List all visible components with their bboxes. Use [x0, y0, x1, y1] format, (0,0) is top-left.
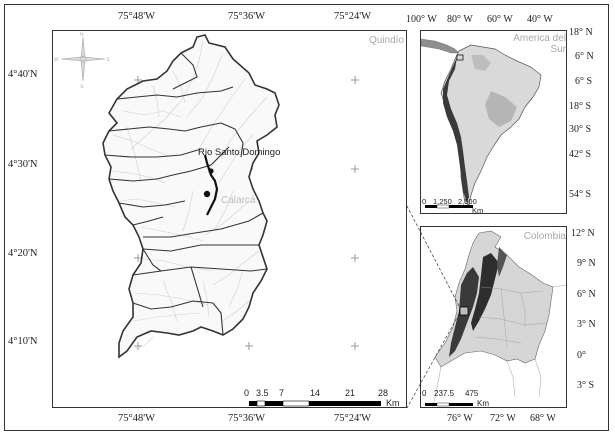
quindio-outline: [102, 34, 280, 359]
main-lat-2: 4°30'N: [8, 159, 38, 170]
sa-lon-4: 40° W: [527, 14, 553, 25]
main-lat-3: 4°20'N: [8, 248, 38, 259]
town-label: Calarcá: [221, 195, 256, 206]
sa-lat-6: 42° S: [569, 149, 592, 160]
sa-lat-3: 6° S: [575, 76, 593, 87]
compass-w-label: W: [54, 58, 59, 63]
south-america-inset-panel: [420, 30, 567, 214]
sa-lat-7: 54° S: [569, 189, 592, 200]
sa-lon-2: 80° W: [447, 14, 473, 25]
sa-scale-tick-2: 2,500: [458, 197, 477, 206]
main-map-panel: N S E W: [52, 30, 407, 408]
col-lat-3: 6° N: [577, 289, 596, 300]
main-top-lon-1: 75°48'W: [118, 11, 156, 22]
main-scale-tick-1: 3.5: [256, 388, 269, 398]
main-top-lon-3: 75°24'W: [334, 11, 372, 22]
sa-inset-title: America del Sur: [498, 33, 566, 55]
main-bottom-lon-3: 75°24'W: [334, 413, 372, 424]
col-scale-tick-2: 475: [465, 389, 479, 398]
guiana-highlands: [471, 55, 491, 71]
main-scale-unit: Km: [386, 398, 400, 408]
andes-mountains: [443, 57, 469, 203]
compass-n-label: N: [80, 33, 84, 38]
eastern-cordillera: [497, 247, 507, 277]
sa-lat-2: 6° N: [575, 51, 594, 62]
river-label: Rio Santo Domingo: [198, 147, 281, 158]
compass-e-label: E: [107, 58, 110, 63]
col-lat-1: 12° N: [571, 228, 595, 239]
main-scale-bar: [249, 400, 381, 407]
colombia-location-box: [456, 54, 464, 61]
colombia-inset-title: Colombia: [523, 231, 566, 242]
colombia-svg: [425, 230, 566, 407]
col-scale-tick-1: 237.5: [434, 389, 455, 398]
main-scale-tick-2: 7: [279, 388, 285, 398]
stream-network: [110, 40, 268, 350]
col-lat-2: 9° N: [577, 258, 596, 269]
main-bottom-lon-2: 75°36'W: [228, 413, 266, 424]
main-scale-tick-5: 28: [378, 388, 389, 398]
sa-lat-1: 18° N: [569, 27, 593, 38]
sa-scale-tick-1: 1,250: [433, 197, 452, 206]
department-borders: [474, 286, 548, 348]
brazil-highlands: [485, 91, 517, 127]
col-lon-3: 68° W: [530, 413, 556, 424]
central-cordillera: [471, 253, 499, 331]
sa-lat-4: 18° S: [569, 101, 592, 112]
col-scale-tick-0: 0: [422, 389, 427, 398]
rio-santo-domingo-river: [203, 154, 219, 216]
watershed-boundaries: [104, 52, 268, 336]
main-scale-tick-0: 0: [244, 388, 250, 398]
main-top-lon-2: 75°36'W: [228, 11, 266, 22]
central-america-shape: [421, 38, 460, 54]
compass-rose-icon: N S E W: [54, 33, 110, 90]
south-america-svg: [421, 38, 542, 209]
sa-lon-3: 60° W: [487, 14, 513, 25]
col-lon-2: 72° W: [490, 413, 516, 424]
col-lat-5: 0°: [577, 350, 586, 361]
sa-lon-1: 100° W: [406, 14, 437, 25]
sa-scale-tick-0: 0: [422, 197, 427, 206]
col-scale-unit: Km: [477, 399, 489, 408]
sa-title-line2: Sur: [550, 43, 566, 55]
compass-s-label: S: [81, 85, 84, 90]
sa-title-line1: America del: [513, 33, 566, 44]
main-scale-tick-3: 14: [310, 388, 321, 398]
main-map-svg: N S E W: [54, 33, 381, 407]
sa-lat-5: 30° S: [569, 124, 592, 135]
col-lat-6: 3° S: [577, 380, 595, 391]
main-map-region-title: Quindío: [368, 35, 404, 46]
figure-frame: [4, 4, 609, 431]
calarca-town-marker: [203, 190, 211, 198]
colombia-inset-panel: [420, 226, 567, 408]
main-bottom-lon-1: 75°48'W: [118, 413, 156, 424]
main-scale-tick-4: 21: [345, 388, 356, 398]
col-lon-1: 76° W: [447, 413, 473, 424]
main-lat-4: 4°10'N: [8, 336, 38, 347]
sa-scale-unit: Km: [472, 206, 484, 215]
quindio-location-box: [459, 306, 469, 316]
river-point-marker: [208, 168, 214, 174]
col-lat-4: 3° N: [577, 319, 596, 330]
main-lat-1: 4°40'N: [8, 69, 38, 80]
